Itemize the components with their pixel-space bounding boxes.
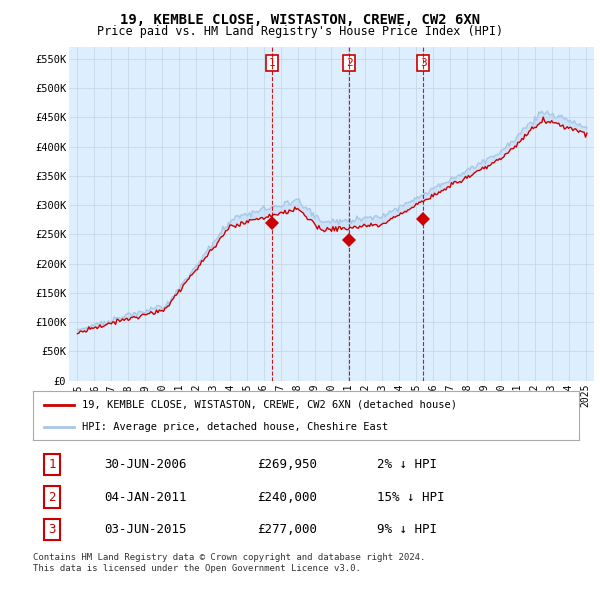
Text: Contains HM Land Registry data © Crown copyright and database right 2024.: Contains HM Land Registry data © Crown c… xyxy=(33,553,425,562)
Text: £240,000: £240,000 xyxy=(257,490,317,503)
Text: 2: 2 xyxy=(49,490,56,503)
Text: 3: 3 xyxy=(420,58,427,68)
Text: 30-JUN-2006: 30-JUN-2006 xyxy=(104,458,187,471)
Text: £277,000: £277,000 xyxy=(257,523,317,536)
Text: This data is licensed under the Open Government Licence v3.0.: This data is licensed under the Open Gov… xyxy=(33,564,361,573)
Text: 9% ↓ HPI: 9% ↓ HPI xyxy=(377,523,437,536)
Text: 15% ↓ HPI: 15% ↓ HPI xyxy=(377,490,445,503)
Text: 19, KEMBLE CLOSE, WISTASTON, CREWE, CW2 6XN (detached house): 19, KEMBLE CLOSE, WISTASTON, CREWE, CW2 … xyxy=(82,399,457,409)
Text: 2% ↓ HPI: 2% ↓ HPI xyxy=(377,458,437,471)
Text: 2: 2 xyxy=(346,58,352,68)
Text: £269,950: £269,950 xyxy=(257,458,317,471)
Text: 04-JAN-2011: 04-JAN-2011 xyxy=(104,490,187,503)
Text: Price paid vs. HM Land Registry's House Price Index (HPI): Price paid vs. HM Land Registry's House … xyxy=(97,25,503,38)
Text: 03-JUN-2015: 03-JUN-2015 xyxy=(104,523,187,536)
Text: 1: 1 xyxy=(269,58,275,68)
Text: 3: 3 xyxy=(49,523,56,536)
Text: 19, KEMBLE CLOSE, WISTASTON, CREWE, CW2 6XN: 19, KEMBLE CLOSE, WISTASTON, CREWE, CW2 … xyxy=(120,13,480,27)
Text: 1: 1 xyxy=(49,458,56,471)
Text: HPI: Average price, detached house, Cheshire East: HPI: Average price, detached house, Ches… xyxy=(82,422,388,432)
